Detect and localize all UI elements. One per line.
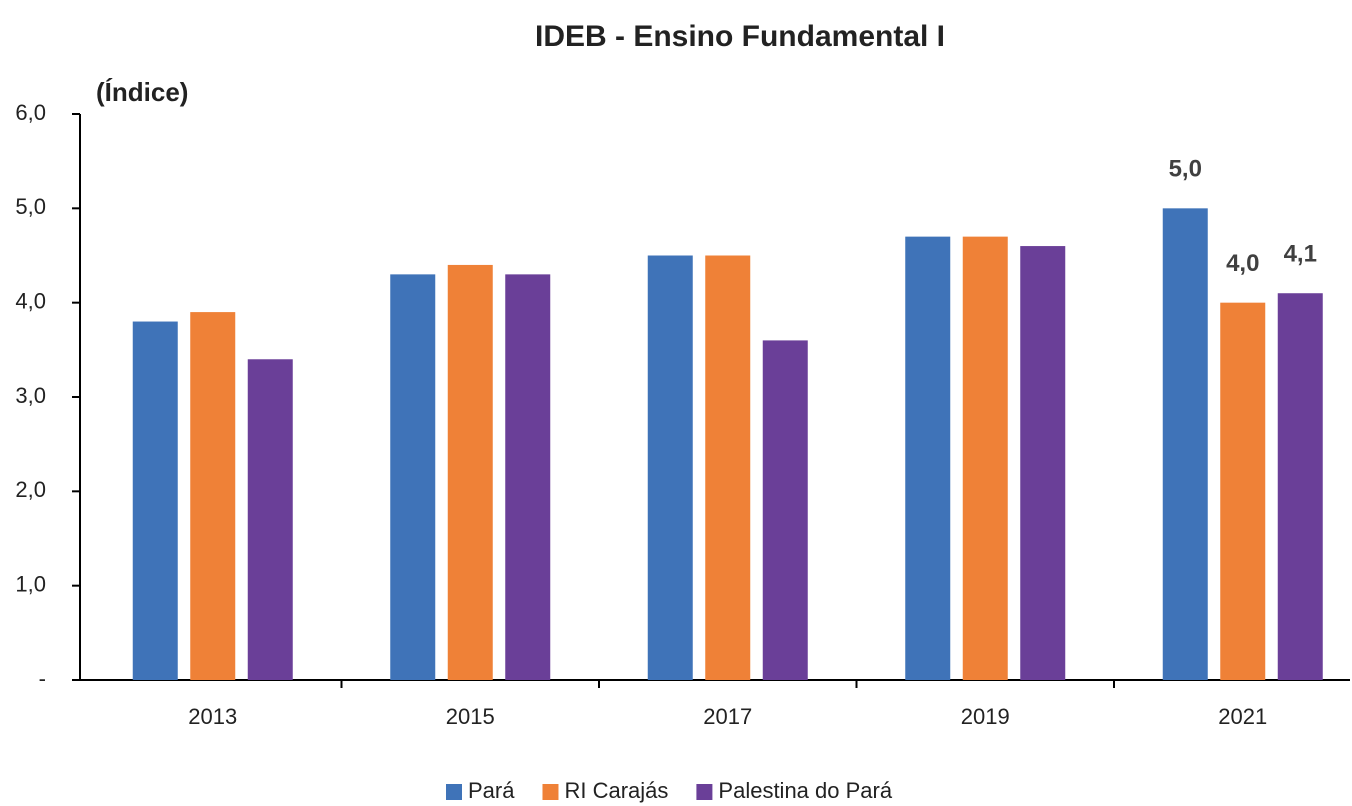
y-tick-label: 2,0 <box>15 477 46 502</box>
y-tick-label: 5,0 <box>15 194 46 219</box>
y-tick-label: 1,0 <box>15 571 46 596</box>
value-label: 4,1 <box>1284 241 1317 268</box>
legend-swatch <box>696 784 713 800</box>
bar <box>447 264 493 680</box>
legend-label: Pará <box>468 778 515 803</box>
bar <box>1020 246 1066 681</box>
y-axis-label: (Índice) <box>96 77 188 107</box>
legend-label: RI Carajás <box>564 778 668 803</box>
legend-label: Palestina do Pará <box>718 778 892 803</box>
y-tick-label: 3,0 <box>15 383 46 408</box>
y-tick-label: 4,0 <box>15 288 46 313</box>
bar <box>705 255 751 680</box>
x-tick-label: 2013 <box>188 704 237 729</box>
value-label: 4,0 <box>1226 250 1259 277</box>
bar <box>905 236 951 680</box>
bar <box>1277 293 1323 680</box>
bar <box>190 312 236 680</box>
bar <box>647 255 693 680</box>
value-label: 5,0 <box>1169 156 1202 183</box>
bar <box>1220 302 1266 680</box>
bar <box>762 340 808 680</box>
x-tick-label: 2019 <box>961 704 1010 729</box>
bar <box>505 274 551 680</box>
x-tick-label: 2015 <box>446 704 495 729</box>
legend-swatch <box>542 784 559 800</box>
bar <box>247 359 293 680</box>
chart-title: IDEB - Ensino Fundamental I <box>535 20 945 53</box>
y-tick-label: - <box>39 666 46 691</box>
y-tick-label: 6,0 <box>15 100 46 125</box>
bar <box>132 321 178 680</box>
bar <box>1162 208 1208 681</box>
bar <box>962 236 1008 680</box>
legend-swatch <box>446 784 462 800</box>
x-tick-label: 2017 <box>703 704 752 729</box>
bar <box>390 274 436 680</box>
x-tick-label: 2021 <box>1218 704 1267 729</box>
